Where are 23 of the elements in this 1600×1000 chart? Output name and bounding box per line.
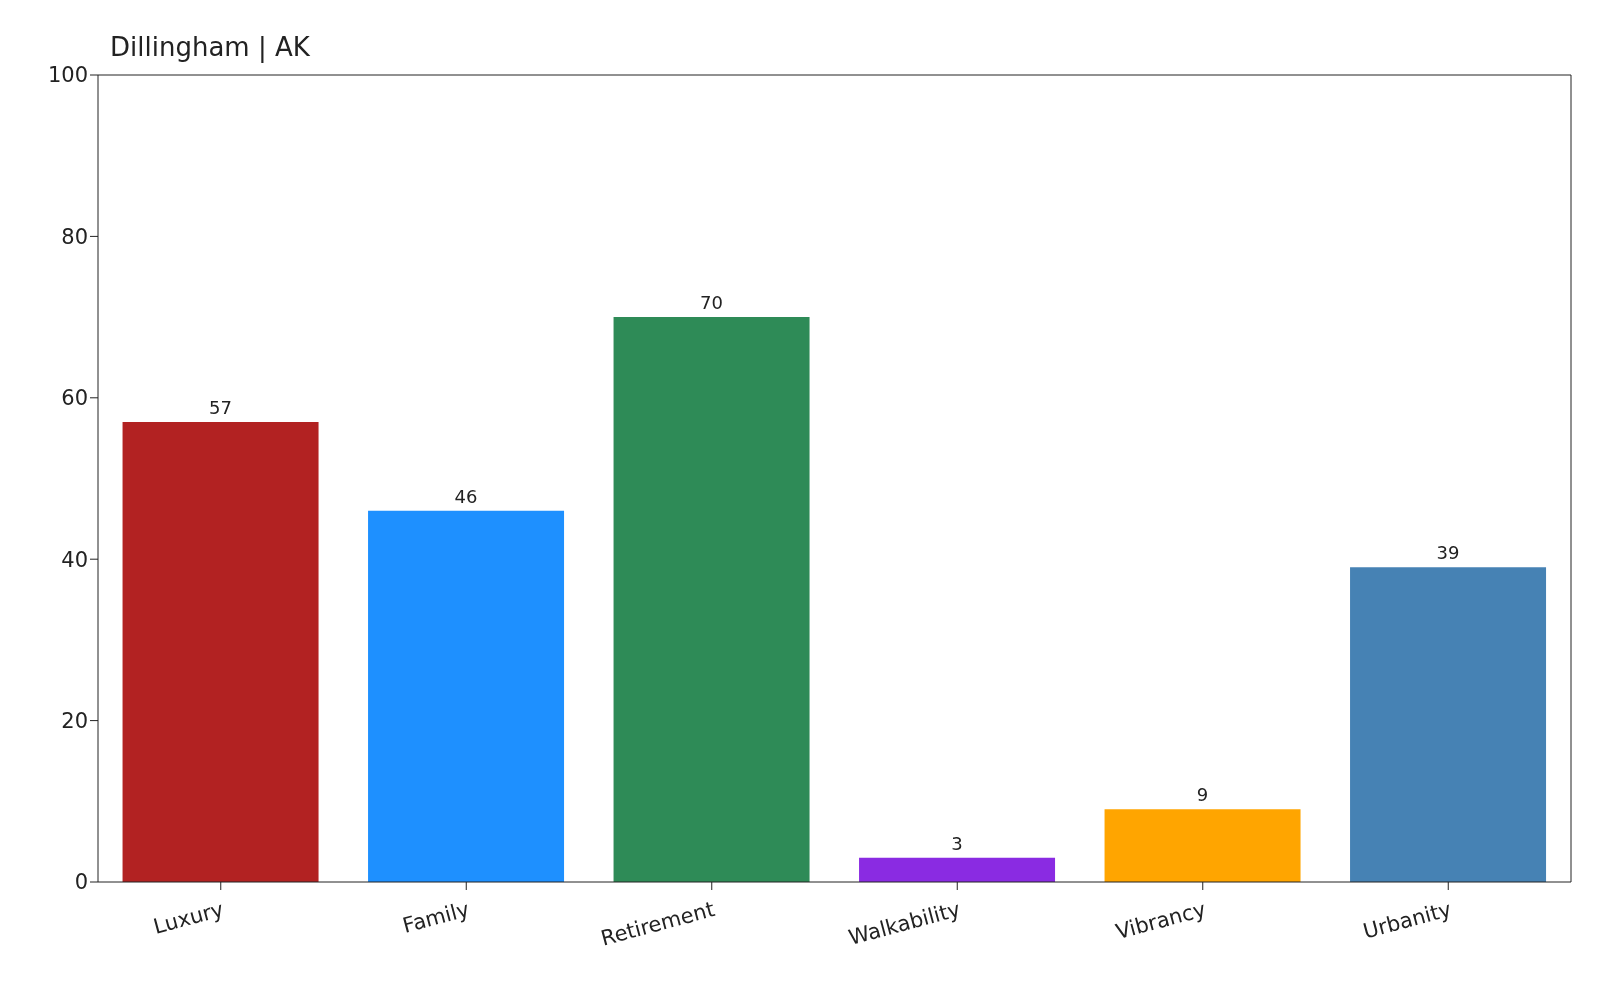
y-tick-label: 100: [47, 63, 88, 88]
data-label: 46: [454, 485, 478, 507]
data-label: 9: [1196, 784, 1209, 806]
data-label: 3: [951, 832, 963, 854]
x-tick-label: Vibrancy: [1113, 897, 1209, 945]
data-label: 57: [209, 397, 232, 419]
chart-title: Dillingham | AK: [110, 32, 310, 62]
bar: [859, 857, 1056, 882]
y-tick-label: 60: [61, 386, 88, 411]
y-tick-label: 0: [74, 870, 88, 895]
x-tick-label: Family: [400, 897, 472, 938]
bar: [122, 422, 319, 882]
y-tick-label: 80: [61, 224, 88, 249]
x-tick-label: Urbanity: [1360, 897, 1454, 944]
y-tick-label: 20: [61, 709, 88, 734]
bar: [368, 510, 565, 882]
x-tick-label: Luxury: [150, 897, 227, 939]
bar: [1104, 809, 1301, 882]
y-tick-label: 40: [61, 547, 88, 572]
bar: [1350, 567, 1547, 882]
data-label: 70: [700, 292, 723, 314]
data-label: 39: [1436, 542, 1460, 564]
bar: [613, 317, 810, 882]
